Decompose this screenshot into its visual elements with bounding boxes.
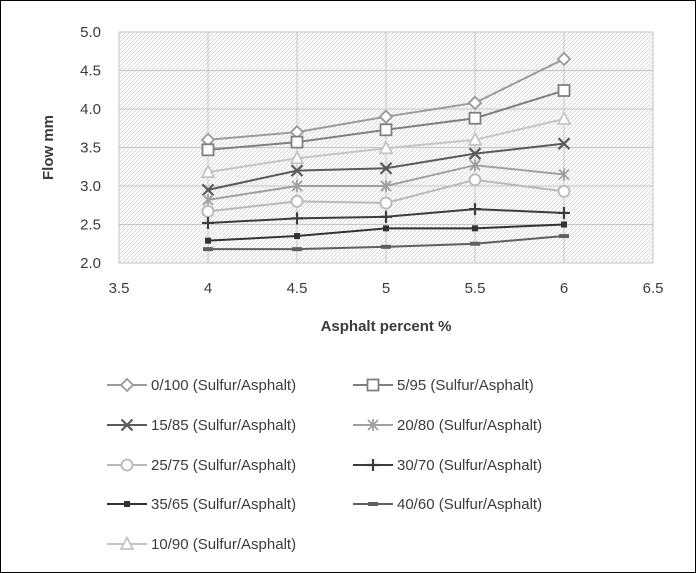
series-star [202,159,570,206]
y-tick-label: 3.5 [80,140,101,157]
x-tick-label: 3.5 [109,280,130,297]
data-point [289,149,305,165]
legend-item: 30/70 (Sulfur/Asphalt) [353,457,542,474]
data-point [467,95,483,111]
data-point [470,241,480,246]
x-tick-label: 4 [204,280,212,297]
x-tick-label: 6 [560,280,568,297]
legend-label: 35/65 (Sulfur/Asphalt) [151,496,296,513]
y-tick-label: 3.0 [80,178,101,195]
legend-marker [366,378,380,392]
data-point [558,206,570,219]
data-point [561,221,567,228]
x-tick-label: 5.5 [465,280,486,297]
legend-item: 40/60 (Sulfur/Asphalt) [353,496,542,513]
data-point [201,143,215,157]
x-axis-title: Asphalt percent % [321,318,452,335]
data-point [383,225,389,232]
tick-labels: 2.0 2.5 3.0 3.5 4.0 4.5 5.0 3.5 4 4.5 5 5.5 6 6.5 [80,24,663,297]
data-point [380,180,392,192]
data-point [468,147,482,160]
data-point [290,194,304,208]
series-layer [200,51,572,252]
data-point [380,210,392,223]
y-tick-label: 4.0 [80,101,101,118]
data-point [467,131,483,146]
legend-label: 30/70 (Sulfur/Asphalt) [397,457,542,474]
legend-marker [120,418,134,432]
y-tick-label: 2.0 [80,255,101,272]
legend-marker [367,459,379,471]
data-point [469,203,481,216]
legend-item: 0/100 (Sulfur/Asphalt) [107,377,296,394]
data-point [558,168,570,181]
data-point [557,84,571,97]
legend-label: 25/75 (Sulfur/Asphalt) [151,457,296,474]
legend-label: 15/85 (Sulfur/Asphalt) [151,417,296,434]
legend-item: 20/80 (Sulfur/Asphalt) [353,417,542,434]
y-tick-label: 4.5 [80,63,101,80]
data-point [290,164,304,177]
series-square [201,84,571,157]
series-circle [201,173,571,218]
data-point [557,184,571,198]
legend-marker [367,419,379,431]
data-point [379,162,393,175]
y-tick-label: 2.5 [80,217,101,234]
x-tick-label: 5 [382,280,390,297]
data-point [205,237,211,244]
data-point [291,212,303,225]
data-point [472,225,478,232]
x-tick-label: 4.5 [287,280,308,297]
data-point [292,247,302,252]
series-dash [203,234,569,252]
y-axis-title: Flow mm [40,115,57,180]
data-point [202,193,214,206]
legend-label: 20/80 (Sulfur/Asphalt) [397,417,542,434]
data-point [294,233,300,240]
data-point [379,196,393,210]
legend-marker [120,458,134,472]
legend: 0/100 (Sulfur/Asphalt) 5/95 (Sulfur/Aspha… [107,377,542,553]
data-point [556,51,572,67]
series-plus [202,203,570,229]
legend-item: 5/95 (Sulfur/Asphalt) [353,377,534,394]
legend-marker [368,502,378,506]
data-point [556,110,572,125]
data-point [557,137,571,150]
y-tick-label: 5.0 [80,24,101,41]
data-point [469,159,481,172]
legend-marker [124,501,130,507]
series-triangle [200,110,572,179]
legend-marker [119,535,135,550]
data-point [378,109,394,124]
legend-label: 5/95 (Sulfur/Asphalt) [397,377,534,394]
legend-item: 35/65 (Sulfur/Asphalt) [107,496,296,513]
data-point [381,244,391,249]
legend-label: 0/100 (Sulfur/Asphalt) [151,377,296,394]
data-point [468,173,482,187]
legend-marker [119,377,135,393]
legend-item: 25/75 (Sulfur/Asphalt) [107,457,296,474]
legend-label: 40/60 (Sulfur/Asphalt) [397,496,542,513]
series-small-square [205,221,567,244]
legend-label: 10/90 (Sulfur/Asphalt) [151,536,296,553]
data-point [378,139,394,155]
legend-item: 15/85 (Sulfur/Asphalt) [107,417,296,434]
data-point [291,180,303,192]
data-point [200,163,216,179]
data-point [468,111,482,125]
legend-item: 10/90 (Sulfur/Asphalt) [107,535,296,553]
data-point [379,123,393,137]
data-point [201,183,215,197]
data-point [290,135,304,149]
data-point [202,216,214,229]
x-tick-label: 6.5 [643,280,664,297]
series-x [201,137,571,197]
data-point [201,205,215,218]
data-point [559,234,569,239]
data-point [203,247,213,252]
